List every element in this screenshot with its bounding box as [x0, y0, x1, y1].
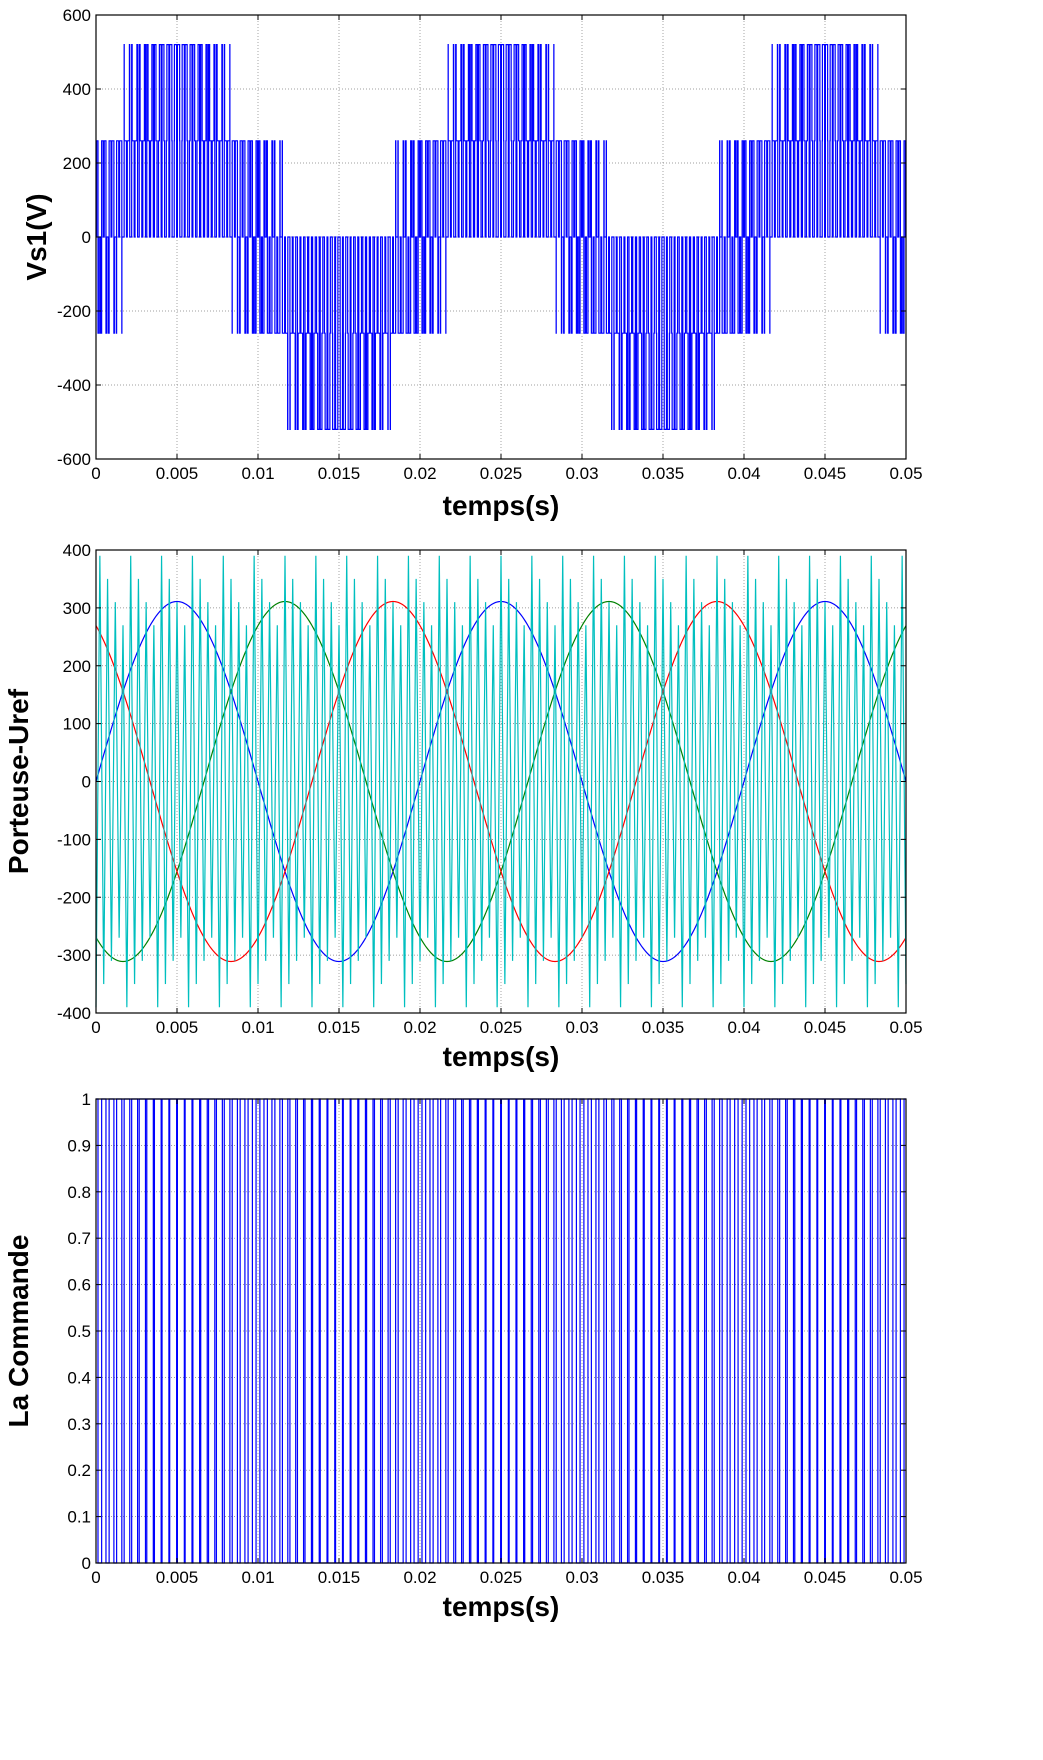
x-tick-label: 0 [91, 464, 100, 483]
x-tick-label: 0.045 [804, 464, 847, 483]
plot-area [96, 1098, 906, 1564]
series-uref-red [95, 600, 907, 963]
x-tick-label: 0.02 [403, 1568, 436, 1587]
x-tick-label: 0.01 [241, 1018, 274, 1037]
y-tick-label: 0.3 [67, 1415, 91, 1434]
series-carrier [95, 555, 907, 1008]
y-tick-label: 100 [63, 715, 91, 734]
subplot-porteuse-uref: 0 0.005 0.01 0.015 0.02 0.025 0.03 0.035 0.04 0.0… [3, 541, 923, 1072]
x-tick-label: 0.045 [804, 1568, 847, 1587]
x-tick-label: 0 [91, 1018, 100, 1037]
plot-area [96, 44, 907, 430]
x-tick-label: 0.02 [403, 464, 436, 483]
x-tick-label: 0.005 [156, 1568, 199, 1587]
x-tick-label: 0.025 [480, 1568, 523, 1587]
x-tick-label: 0.035 [642, 1568, 685, 1587]
y-tick-label: 0.9 [67, 1136, 91, 1155]
x-tick-label: 0.03 [565, 1568, 598, 1587]
y-tick-label: 0.8 [67, 1183, 91, 1202]
x-tick-label: 0.05 [889, 1018, 922, 1037]
y-tick-label: 0.6 [67, 1276, 91, 1295]
x-axis-label: temps(s) [443, 1041, 560, 1072]
y-tick-label: 0.4 [67, 1368, 91, 1387]
y-tick-label: -600 [57, 450, 91, 469]
x-tick-label: 0.015 [318, 1568, 361, 1587]
y-axis-label: La Commande [3, 1235, 34, 1428]
y-tick-label: 0.2 [67, 1461, 91, 1480]
x-tick-label: 0.045 [804, 1018, 847, 1037]
x-tick-label: 0.025 [480, 464, 523, 483]
y-tick-label: 0 [82, 773, 91, 792]
subplot-la-commande: 0 0.005 0.01 0.015 0.02 0.025 0.03 0.035 0.04 0.0… [3, 1090, 923, 1622]
x-tick-label: 0.05 [889, 464, 922, 483]
x-tick-label: 0.03 [565, 464, 598, 483]
y-axis-label: Vs1(V) [21, 193, 52, 280]
x-tick-label: 0.04 [727, 1568, 760, 1587]
y-tick-label: 0.1 [67, 1508, 91, 1527]
x-tick-label: 0.025 [480, 1018, 523, 1037]
x-tick-label: 0.04 [727, 1018, 760, 1037]
y-tick-label: 400 [63, 541, 91, 560]
series-vs1 [96, 44, 907, 430]
y-tick-label: -200 [57, 888, 91, 907]
x-tick-label: 0.02 [403, 1018, 436, 1037]
tick-labels: 0 0.005 0.01 0.015 0.02 0.025 0.03 0.035 0.04 0.0… [57, 541, 923, 1037]
y-tick-label: -400 [57, 1004, 91, 1023]
x-axis-label: temps(s) [443, 1591, 560, 1622]
y-tick-label: 300 [63, 599, 91, 618]
y-tick-label: 1 [82, 1090, 91, 1109]
plot-area [95, 555, 907, 1008]
x-tick-label: 0 [91, 1568, 100, 1587]
x-tick-label: 0.01 [241, 1568, 274, 1587]
tick-labels: 0 0.005 0.01 0.015 0.02 0.025 0.03 0.035 0.04 0.0… [67, 1090, 922, 1587]
y-tick-label: -400 [57, 376, 91, 395]
y-tick-label: -200 [57, 302, 91, 321]
tick-labels: 0 0.005 0.01 0.015 0.02 0.025 0.03 0.035 0.04 0.0… [57, 6, 923, 483]
x-tick-label: 0.04 [727, 464, 760, 483]
x-tick-label: 0.015 [318, 1018, 361, 1037]
y-tick-label: 0.7 [67, 1229, 91, 1248]
x-tick-label: 0.035 [642, 1018, 685, 1037]
y-tick-label: 0.5 [67, 1322, 91, 1341]
y-tick-label: 0 [82, 1554, 91, 1573]
y-tick-label: 600 [63, 6, 91, 25]
y-tick-label: -300 [57, 946, 91, 965]
series-commande [96, 1098, 906, 1564]
x-tick-label: 0.005 [156, 464, 199, 483]
x-tick-label: 0.01 [241, 464, 274, 483]
x-tick-label: 0.005 [156, 1018, 199, 1037]
x-tick-label: 0.03 [565, 1018, 598, 1037]
x-tick-label: 0.05 [889, 1568, 922, 1587]
y-tick-label: -100 [57, 830, 91, 849]
y-axis-label: Porteuse-Uref [3, 688, 34, 874]
y-tick-label: 0 [82, 228, 91, 247]
x-tick-label: 0.015 [318, 464, 361, 483]
x-tick-label: 0.035 [642, 464, 685, 483]
y-tick-label: 200 [63, 154, 91, 173]
y-tick-label: 200 [63, 657, 91, 676]
y-tick-label: 400 [63, 80, 91, 99]
subplot-vs1: 0 0.005 0.01 0.015 0.02 0.025 0.03 0.035 0.04 0.0… [21, 6, 923, 521]
x-axis-label: temps(s) [443, 490, 560, 521]
